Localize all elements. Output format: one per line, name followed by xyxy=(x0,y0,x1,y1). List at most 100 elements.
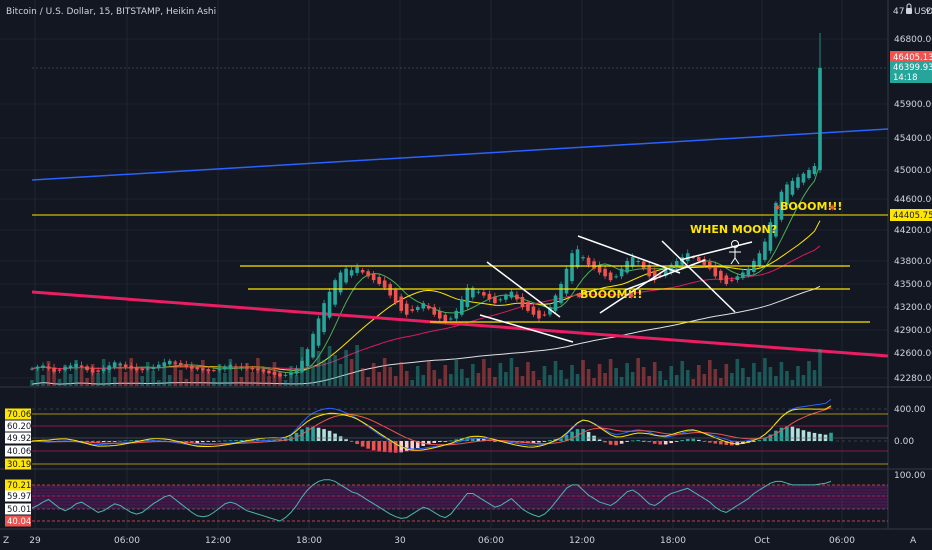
volume-bar xyxy=(134,367,139,386)
lock-icon[interactable] xyxy=(906,3,912,14)
macd-histogram-bar xyxy=(382,441,387,453)
price-tick-label: 43500.00 xyxy=(894,280,932,290)
volume-bar xyxy=(305,356,310,386)
volume-bar xyxy=(564,379,569,386)
macd-histogram-bar xyxy=(531,441,536,444)
candle-body xyxy=(608,272,613,281)
macd-histogram-bar xyxy=(217,440,222,442)
candle-body xyxy=(597,264,602,273)
candle-body xyxy=(504,295,508,300)
macd-histogram-bar xyxy=(432,441,437,443)
white-wedge-line[interactable] xyxy=(479,314,574,343)
candle-body xyxy=(592,261,596,269)
macd-histogram-bar xyxy=(338,436,343,441)
candle-body xyxy=(636,261,640,262)
candle-body xyxy=(741,272,745,279)
volume-bar xyxy=(322,360,326,386)
macd-histogram-bar xyxy=(752,441,756,442)
trend-drawings[interactable] xyxy=(240,235,870,343)
candle-body xyxy=(614,276,618,278)
volume-bar xyxy=(713,369,718,386)
macd-histogram-bar xyxy=(509,441,514,443)
macd-histogram-bar xyxy=(597,439,602,441)
candle-body xyxy=(421,303,426,309)
auto-scale-icon[interactable]: A xyxy=(910,536,917,546)
volume-bar xyxy=(597,364,602,386)
volume-bar xyxy=(96,373,100,386)
volume-bar xyxy=(52,370,56,386)
macd-histogram-bar xyxy=(570,431,574,441)
timezone-icon[interactable]: Z xyxy=(3,536,9,546)
symbol-title[interactable]: Bitcoin / U.S. Dollar, 15, BITSTAMP, Hei… xyxy=(6,7,216,17)
volume-bar xyxy=(641,367,646,386)
macd-histogram-bar xyxy=(206,441,211,442)
time-axis[interactable]: 29 06:00 12:00 18:00 30 06:00 12:00 18:00 Oct 06:… xyxy=(29,536,855,546)
macd-histogram-bar xyxy=(190,441,194,443)
volume-bar xyxy=(57,379,62,386)
price-tick-label: 43200.00 xyxy=(894,303,932,313)
white-wedge-line[interactable] xyxy=(661,240,736,313)
volume-bar xyxy=(426,361,431,386)
annotations[interactable]: WHEN MOON?BOOOM!!!BOOOM!!!✷ ✷✷ ✷ xyxy=(575,200,842,302)
macd-histogram-bar xyxy=(123,440,128,442)
volume-bar xyxy=(515,367,519,386)
currency-label[interactable]: USD xyxy=(914,7,932,17)
macd-histogram-bar xyxy=(663,441,668,445)
stick-figure-drawing[interactable] xyxy=(729,240,741,265)
volume-bar xyxy=(763,358,767,386)
candle-body xyxy=(437,310,442,319)
candle-body xyxy=(641,261,646,269)
chevron-down-icon[interactable] xyxy=(925,8,931,13)
volume-bar xyxy=(74,360,78,386)
volume-bar xyxy=(658,371,662,386)
top-right-tag: 47 xyxy=(893,7,904,17)
volume-bar xyxy=(344,350,348,386)
rsi-band xyxy=(32,485,888,509)
volume-bar xyxy=(410,380,415,386)
blue-trendline[interactable] xyxy=(31,128,889,181)
volume-bar xyxy=(267,376,271,386)
macd-histogram-bar xyxy=(415,441,420,449)
candle-body xyxy=(107,365,111,370)
volume-bar xyxy=(559,370,563,386)
volume-bar xyxy=(719,378,723,386)
annotation-when-moon[interactable]: WHEN MOON? xyxy=(690,223,777,236)
volume-bar xyxy=(685,370,690,386)
candle-body xyxy=(443,314,448,323)
white-wedge-line[interactable] xyxy=(624,259,706,291)
white-wedge-line[interactable] xyxy=(599,267,669,314)
candle-body xyxy=(581,257,585,259)
white-wedge-line[interactable] xyxy=(679,241,753,261)
volume-bar xyxy=(674,375,679,386)
candle-body xyxy=(796,177,800,188)
volume-bar xyxy=(206,369,211,386)
volume-bar xyxy=(217,364,222,386)
pink-trendline[interactable] xyxy=(31,290,889,358)
candle-body xyxy=(256,368,260,371)
annotation-booom-1[interactable]: BOOOM!!! xyxy=(580,288,642,301)
candle-body xyxy=(178,362,183,366)
volume-bar xyxy=(377,372,381,386)
candle-body xyxy=(327,291,332,318)
white-wedge-line[interactable] xyxy=(486,261,561,318)
macd-histogram-bar xyxy=(101,441,106,443)
candle-body xyxy=(432,307,437,315)
candle-body xyxy=(658,275,662,277)
macd-histogram-bar xyxy=(112,441,117,442)
volume-bar xyxy=(663,380,668,386)
candle-body xyxy=(195,367,200,370)
price-axis[interactable]: 46800.00 45900.00 45400.00 45000.00 44600.00… xyxy=(894,35,932,384)
white-wedge-line[interactable] xyxy=(577,235,681,274)
candle-body xyxy=(746,268,751,276)
candle-body xyxy=(603,268,607,277)
candle-body xyxy=(685,253,690,261)
annotation-booom-2[interactable]: BOOOM!!! xyxy=(780,200,842,213)
time-tick-label: 12:00 xyxy=(205,536,231,546)
volume-bar xyxy=(393,376,398,386)
candle-body xyxy=(520,296,525,307)
volume-bar xyxy=(812,370,817,386)
candle-body xyxy=(790,180,795,195)
volume-bar xyxy=(300,347,304,386)
volume-bar xyxy=(366,377,370,386)
